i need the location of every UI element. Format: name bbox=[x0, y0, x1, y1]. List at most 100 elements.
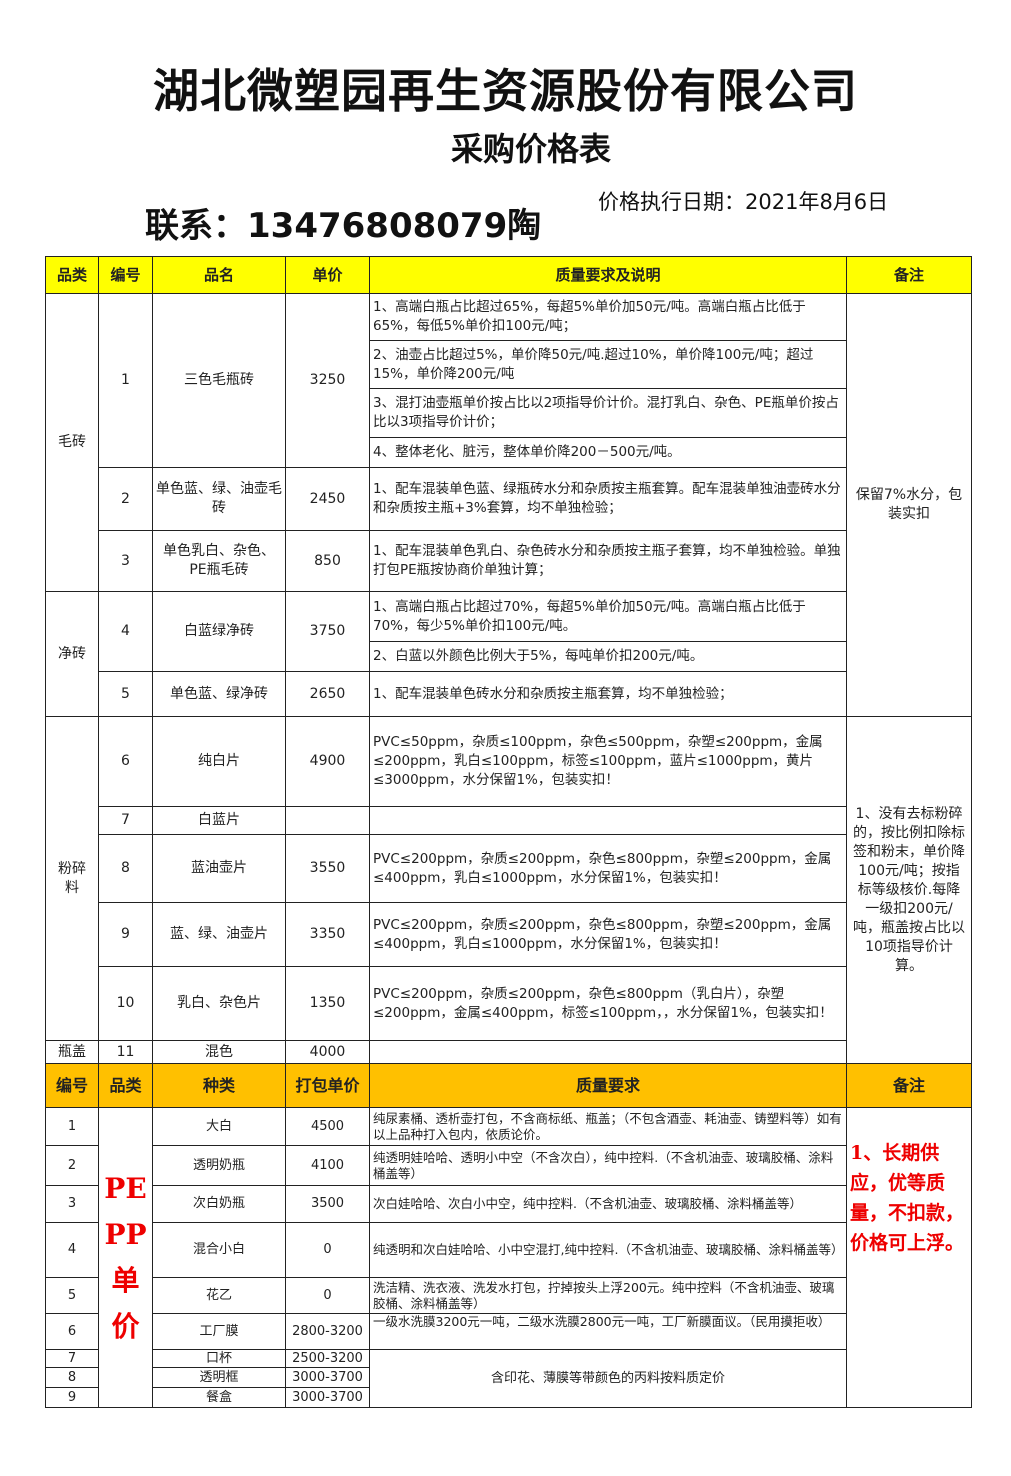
item-price: 1350 bbox=[285, 966, 370, 1041]
item-no: 2 bbox=[98, 467, 153, 531]
table-row: 2 透明奶瓶 4100 纯透明娃哈哈、透明小中空（不含次白），纯中控料.（不含机油壶、… bbox=[45, 1145, 972, 1186]
item-no: 4 bbox=[98, 591, 153, 672]
item-no: 3 bbox=[98, 530, 153, 592]
col-header: 打包单价 bbox=[285, 1063, 370, 1108]
item-price: 2650 bbox=[285, 671, 370, 717]
item-no: 5 bbox=[98, 671, 153, 717]
item-price: 3000-3700 bbox=[285, 1367, 370, 1388]
item-price: 3350 bbox=[285, 902, 370, 967]
category-cell: 净砖 bbox=[45, 591, 99, 717]
item-price: 850 bbox=[285, 530, 370, 592]
category-cell: PE PP 单价 bbox=[98, 1107, 153, 1408]
item-price: 3500 bbox=[285, 1185, 370, 1223]
item-desc: PVC≤200ppm，杂质≤200ppm，杂色≤800ppm（乳白片），杂塑≤2… bbox=[369, 966, 847, 1041]
table-row: 8 透明框 3000-3700 bbox=[45, 1367, 972, 1388]
item-price: 3750 bbox=[285, 591, 370, 672]
item-name: 混色 bbox=[152, 1040, 286, 1064]
item-price: 4500 bbox=[285, 1107, 370, 1146]
item-no: 7 bbox=[45, 1349, 99, 1368]
table-row: 6 工厂膜 2800-3200 一级水洗膜3200元一吨，二级水洗膜2800元一吨，工… bbox=[45, 1313, 972, 1350]
item-price: 0 bbox=[285, 1222, 370, 1278]
col-header: 品类 bbox=[98, 1063, 153, 1108]
item-desc: PVC≤200ppm，杂质≤200ppm，杂色≤800ppm，杂塑≤200ppm… bbox=[369, 834, 847, 903]
item-name: 白蓝绿净砖 bbox=[152, 591, 286, 672]
item-no: 3 bbox=[45, 1185, 99, 1223]
item-no: 8 bbox=[98, 834, 153, 903]
table-row: 5 单色蓝、绿净砖 2650 1、配车混装单色砖水分和杂质按主瓶套算，均不单独检验； bbox=[46, 671, 972, 717]
item-no: 11 bbox=[98, 1040, 153, 1064]
item-name: 单色蓝、绿、油壶毛砖 bbox=[152, 467, 286, 531]
item-name: 三色毛瓶砖 bbox=[152, 293, 286, 468]
item-desc: 纯尿素桶、透析壶打包，不含商标纸、瓶盖；（不包含酒壶、耗油壶、铸塑料等）如有以上… bbox=[369, 1107, 847, 1146]
item-desc: 次白娃哈哈、次白小中空，纯中控料.（不含机油壶、玻璃胶桶、涂料桶盖等） bbox=[369, 1185, 847, 1223]
table-row: 净砖 4 白蓝绿净砖 3750 1、高端白瓶占比超过70%，每超5%单价加50元/吨。高… bbox=[45, 591, 972, 717]
item-no: 1 bbox=[98, 293, 153, 468]
item-desc bbox=[369, 806, 847, 835]
col-header: 种类 bbox=[152, 1063, 286, 1108]
item-price: 4900 bbox=[285, 716, 370, 807]
category-cell: 毛砖 bbox=[45, 293, 99, 592]
remark-cell: 保留7%水分，包装实扣 bbox=[846, 293, 972, 717]
item-desc: 1、配车混装单色砖水分和杂质按主瓶套算，均不单独检验； bbox=[369, 671, 847, 717]
item-desc: 纯透明娃哈哈、透明小中空（不含次白），纯中控料.（不含机油壶、玻璃胶桶、涂料桶盖… bbox=[369, 1145, 847, 1186]
table-row: 2 单色蓝、绿、油壶毛砖 2450 1、配车混装单色蓝、绿瓶砖水分和杂质按主瓶套算。配… bbox=[46, 467, 972, 531]
table-row: 毛砖 1 三色毛瓶砖 3250 1、高端白瓶占比超过65%，每超5%单价加50元… bbox=[45, 293, 972, 717]
item-price: 4000 bbox=[285, 1040, 370, 1064]
col-header: 质量要求及说明 bbox=[369, 256, 847, 294]
item-name: 透明奶瓶 bbox=[152, 1145, 286, 1186]
item-no: 9 bbox=[45, 1387, 99, 1408]
item-name: 纯白片 bbox=[152, 716, 286, 807]
company-title: 湖北微塑园再生资源股份有限公司 bbox=[153, 64, 858, 118]
table-row: 9 餐盒 3000-3700 bbox=[45, 1387, 972, 1408]
table-row: 3 单色乳白、杂色、PE瓶毛砖 850 1、配车混装单色乳白、杂色砖水分和杂质按主瓶子… bbox=[46, 530, 972, 592]
item-no: 6 bbox=[98, 716, 153, 807]
item-desc: 1、高端白瓶占比超过70%，每超5%单价加50元/吨。高端白瓶占比低于70%，每… bbox=[369, 591, 847, 642]
col-header: 品类 bbox=[45, 256, 99, 294]
contact-info: 联系：13476808079陶 bbox=[145, 206, 542, 246]
item-no: 8 bbox=[45, 1367, 99, 1388]
item-price bbox=[285, 806, 370, 835]
effective-date: 价格执行日期：2021年8月6日 bbox=[598, 190, 889, 214]
table-row: 3 次白奶瓶 3500 次白娃哈哈、次白小中空，纯中控料.（不含机油壶、玻璃胶桶、涂料… bbox=[45, 1185, 972, 1223]
table-row: 粉碎料 6 纯白片 4900 PVC≤50ppm，杂质≤100ppm，杂色≤500ppm… bbox=[45, 716, 972, 1064]
item-no: 9 bbox=[98, 902, 153, 967]
item-name: 次白奶瓶 bbox=[152, 1185, 286, 1223]
remark-cell: 1、没有去标粉碎的，按比例扣除标签和粉末，单价降100元/吨；按指标等级核价.每… bbox=[846, 716, 972, 1064]
item-desc bbox=[369, 1040, 847, 1064]
item-price: 3550 bbox=[285, 834, 370, 903]
price-table-pe-pp: 编号 品类 种类 打包单价 质量要求 备注 1 PE PP 单价 大白 4500 纯尿素桶、透析壶… bbox=[45, 1063, 972, 1408]
table-row: 7 白蓝片 bbox=[46, 806, 972, 835]
item-name: 蓝、绿、油壶片 bbox=[152, 902, 286, 967]
item-name: 白蓝片 bbox=[152, 806, 286, 835]
col-header: 品名 bbox=[152, 256, 286, 294]
table-row: 8 蓝油壶片 3550 PVC≤200ppm，杂质≤200ppm，杂色≤800ppm，… bbox=[46, 834, 972, 903]
item-price: 2800-3200 bbox=[285, 1313, 370, 1350]
table-row: 10 乳白、杂色片 1350 PVC≤200ppm，杂质≤200ppm，杂色≤800p… bbox=[46, 966, 972, 1041]
col-header: 编号 bbox=[45, 1063, 99, 1108]
item-no: 7 bbox=[98, 806, 153, 835]
table-row: 7 口杯 2500-3200 含印花、薄膜等带颜色的丙料按料质定价 bbox=[45, 1349, 972, 1408]
table-row: 5 花乙 0 洗洁精、洗衣液、洗发水打包，拧掉按头上浮200元。纯中控料（不含机油壶、… bbox=[45, 1277, 972, 1314]
item-name: 花乙 bbox=[152, 1277, 286, 1314]
item-no: 4 bbox=[45, 1222, 99, 1278]
item-desc: 1、配车混装单色蓝、绿瓶砖水分和杂质按主瓶套算。配车混装单独油壶砖水分和杂质按主… bbox=[369, 467, 847, 531]
item-name: 大白 bbox=[152, 1107, 286, 1146]
item-desc: 洗洁精、洗衣液、洗发水打包，拧掉按头上浮200元。纯中控料（不含机油壶、玻璃胶桶… bbox=[369, 1277, 847, 1314]
item-name: 工厂膜 bbox=[152, 1313, 286, 1350]
table-row: 1 PE PP 单价 大白 4500 纯尿素桶、透析壶打包，不含商标纸、瓶盖；（不包含酒… bbox=[45, 1107, 972, 1408]
item-no: 5 bbox=[45, 1277, 99, 1314]
item-no: 10 bbox=[98, 966, 153, 1041]
item-no: 6 bbox=[45, 1313, 99, 1350]
item-desc: PVC≤50ppm，杂质≤100ppm，杂色≤500ppm，杂塑≤200ppm，… bbox=[369, 716, 847, 807]
item-desc: 一级水洗膜3200元一吨，二级水洗膜2800元一吨，工厂新膜面议。（民用摸拒收） bbox=[369, 1313, 847, 1350]
col-header: 备注 bbox=[846, 1063, 972, 1108]
table-header: 编号 品类 种类 打包单价 质量要求 备注 bbox=[45, 1063, 972, 1108]
item-price: 2500-3200 bbox=[285, 1349, 370, 1368]
item-desc: 含印花、薄膜等带颜色的丙料按料质定价 bbox=[369, 1349, 847, 1408]
item-name: 透明框 bbox=[152, 1367, 286, 1388]
col-header: 质量要求 bbox=[369, 1063, 847, 1108]
item-desc: PVC≤200ppm，杂质≤200ppm，杂色≤800ppm，杂塑≤200ppm… bbox=[369, 902, 847, 967]
table-row: 4 混合小白 0 纯透明和次白娃哈哈、小中空混打,纯中控料.（不含机油壶、玻璃胶桶、涂… bbox=[45, 1222, 972, 1278]
item-price: 3250 bbox=[285, 293, 370, 468]
